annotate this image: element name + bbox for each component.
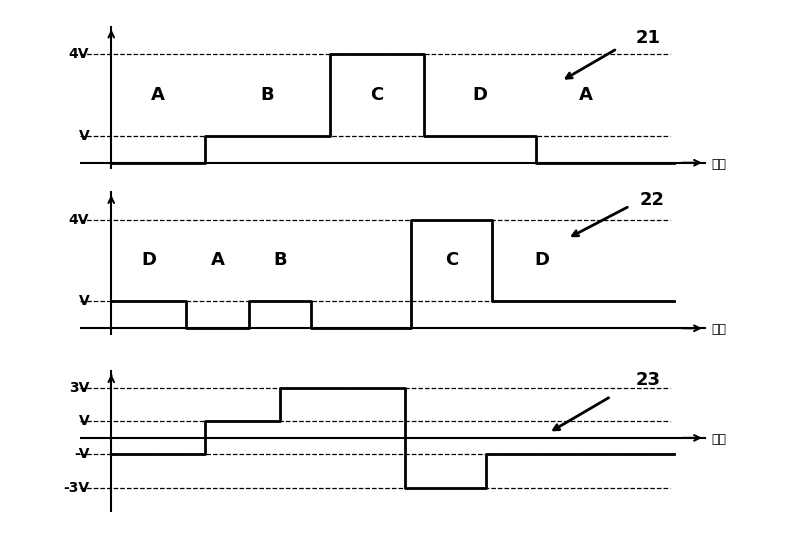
Text: 时间: 时间 [711, 158, 726, 170]
Text: 4V: 4V [69, 213, 90, 226]
Text: B: B [273, 252, 286, 269]
Text: D: D [142, 252, 156, 269]
Text: C: C [445, 252, 458, 269]
Text: V: V [78, 414, 90, 428]
Text: V: V [78, 129, 90, 143]
Text: D: D [472, 86, 487, 104]
Text: D: D [535, 252, 550, 269]
Text: 时间: 时间 [711, 323, 726, 336]
Text: V: V [78, 294, 90, 308]
Text: -3V: -3V [63, 481, 90, 494]
Text: 23: 23 [636, 371, 661, 389]
Text: B: B [261, 86, 274, 104]
Text: 22: 22 [639, 192, 664, 209]
Text: 4V: 4V [69, 47, 90, 61]
Text: 时间: 时间 [711, 433, 726, 446]
Text: A: A [210, 252, 224, 269]
Text: 3V: 3V [69, 381, 90, 395]
Text: C: C [370, 86, 383, 104]
Text: A: A [151, 86, 165, 104]
Text: 21: 21 [636, 29, 661, 46]
Text: A: A [579, 86, 593, 104]
Text: -V: -V [74, 447, 90, 461]
